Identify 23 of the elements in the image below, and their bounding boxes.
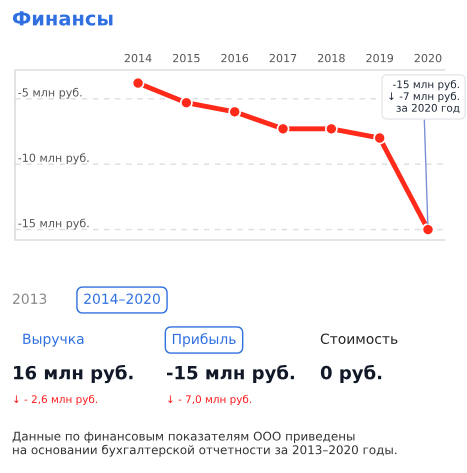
y-tick-label: -5 млн руб. <box>18 88 82 99</box>
text: Данные по финансовым показателям ООО приведены на основании бухгалтерской отчетности за 2013–2020 годы. <box>12 432 396 457</box>
text: Прибыль <box>172 333 236 347</box>
text: Стоимость <box>320 334 398 344</box>
chart-title: Финансы <box>12 11 112 26</box>
x-tick-label: 2016 <box>221 54 248 62</box>
x-tick-label: 2014 <box>124 54 152 62</box>
y-tick-label: -10 млн руб. <box>18 153 89 164</box>
text: 2013 <box>13 294 46 304</box>
x-tick-label: 2019 <box>366 54 394 62</box>
y-tick-label: -15 млн руб. <box>18 218 89 230</box>
annotation: -15 млн руб. ↓ -7 млн руб. за 2020 год <box>389 80 460 114</box>
text: 2014–2020 <box>84 294 160 304</box>
text: Выручка <box>23 334 84 347</box>
x-tick-label: 2015 <box>173 54 200 62</box>
x-tick-label: 2017 <box>270 54 296 62</box>
text: -15 млн руб. <box>166 364 294 384</box>
text: ↓ - 7,0 млн руб. <box>168 394 252 406</box>
x-tick-label: 2018 <box>318 54 345 62</box>
text: 16 млн руб. <box>14 364 132 384</box>
x-tick-label: 2020 <box>414 54 442 62</box>
text: 0 руб. <box>320 364 382 384</box>
text: ↓ - 2,6 млн руб. <box>14 394 98 406</box>
